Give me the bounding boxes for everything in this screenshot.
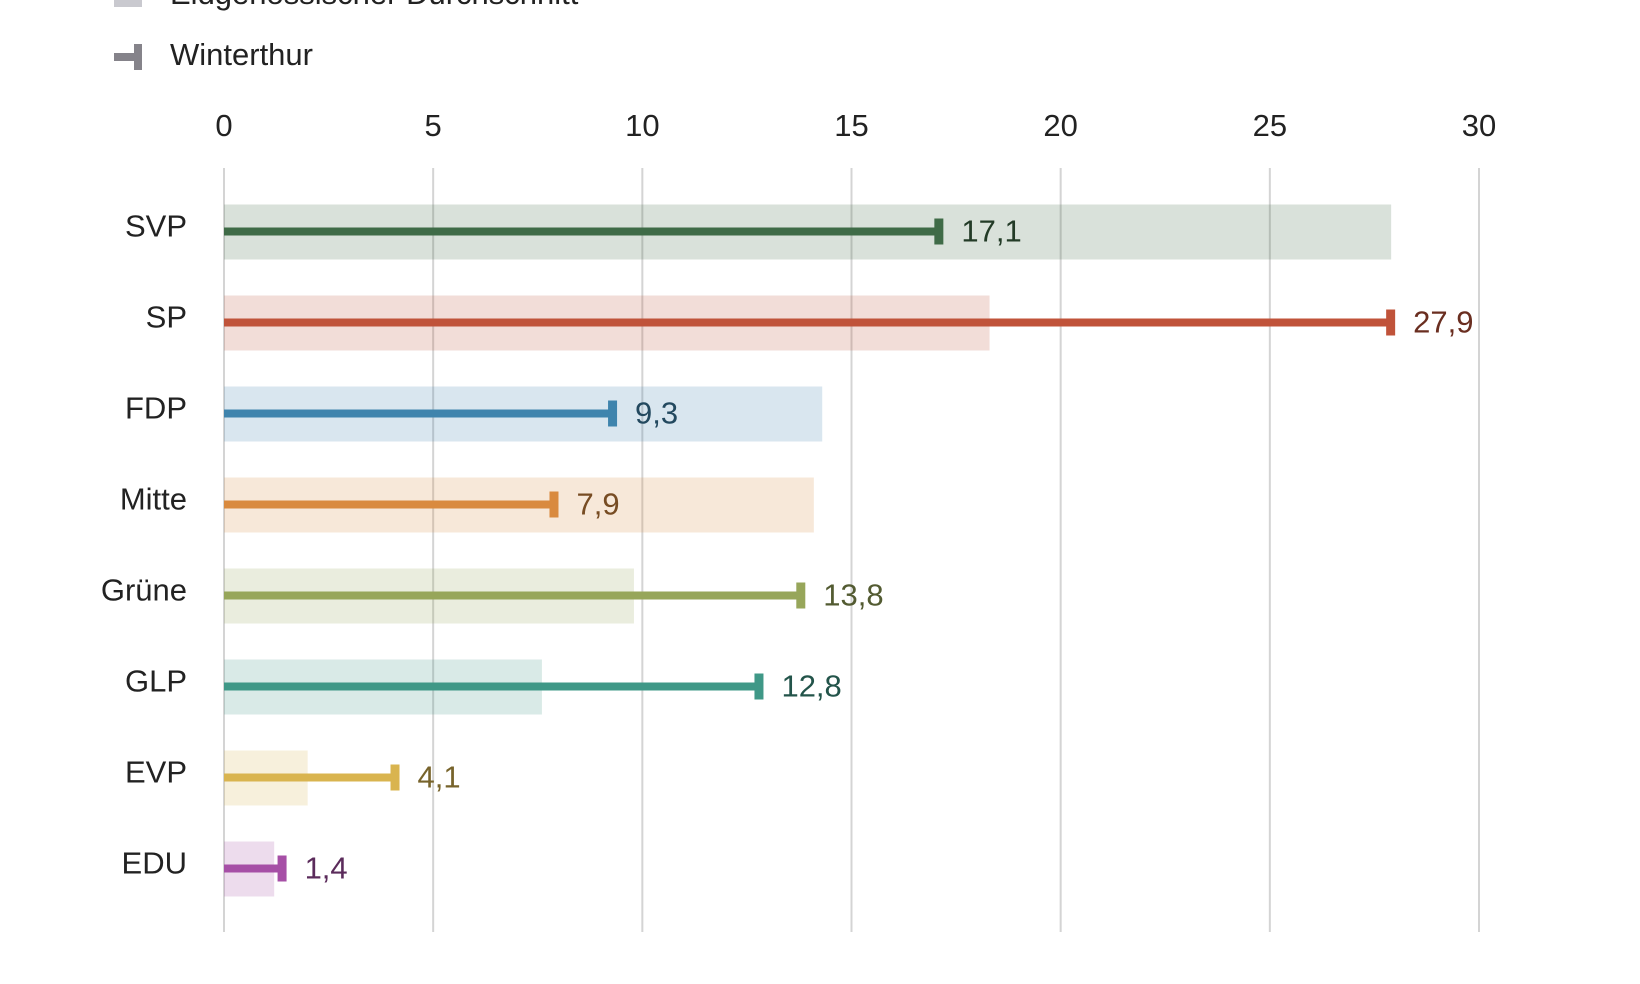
value-label: 7,9 [576,487,619,522]
category-label: SP [146,300,187,335]
value-label: 27,9 [1413,305,1473,340]
category-label: SVP [125,209,187,244]
x-tick-label: 20 [1043,108,1077,143]
x-tick-label: 25 [1253,108,1287,143]
legend-swatch [134,44,142,70]
winterthur-marker [224,764,400,791]
winterthur-marker [224,491,559,518]
value-label: 9,3 [635,396,678,431]
x-tick-label: 15 [834,108,868,143]
value-label: 12,8 [781,669,841,704]
value-label: 4,1 [418,760,461,795]
category-label: EVP [125,755,187,790]
winterthur-marker [224,582,806,609]
winterthur-marker [224,400,618,427]
x-tick-label: 0 [215,108,232,143]
category-label: GLP [125,664,187,699]
winterthur-marker [224,218,944,245]
legend-swatch [114,53,138,61]
legend-swatch [114,0,142,7]
legend-label: Winterthur [170,37,313,72]
winterthur-marker [224,673,764,700]
category-label: FDP [125,391,187,426]
value-label: 13,8 [823,578,883,613]
legend-label: Eidgenössischer Durchschnitt [170,0,579,11]
category-label: Mitte [120,482,187,517]
category-label: Grüne [101,573,187,608]
x-tick-label: 10 [625,108,659,143]
winterthur-marker [224,309,1396,336]
x-tick-label: 30 [1462,108,1496,143]
winterthur-marker [224,855,287,882]
x-tick-label: 5 [425,108,442,143]
value-label: 17,1 [961,214,1021,249]
category-label: EDU [122,846,187,881]
value-label: 1,4 [305,851,348,886]
